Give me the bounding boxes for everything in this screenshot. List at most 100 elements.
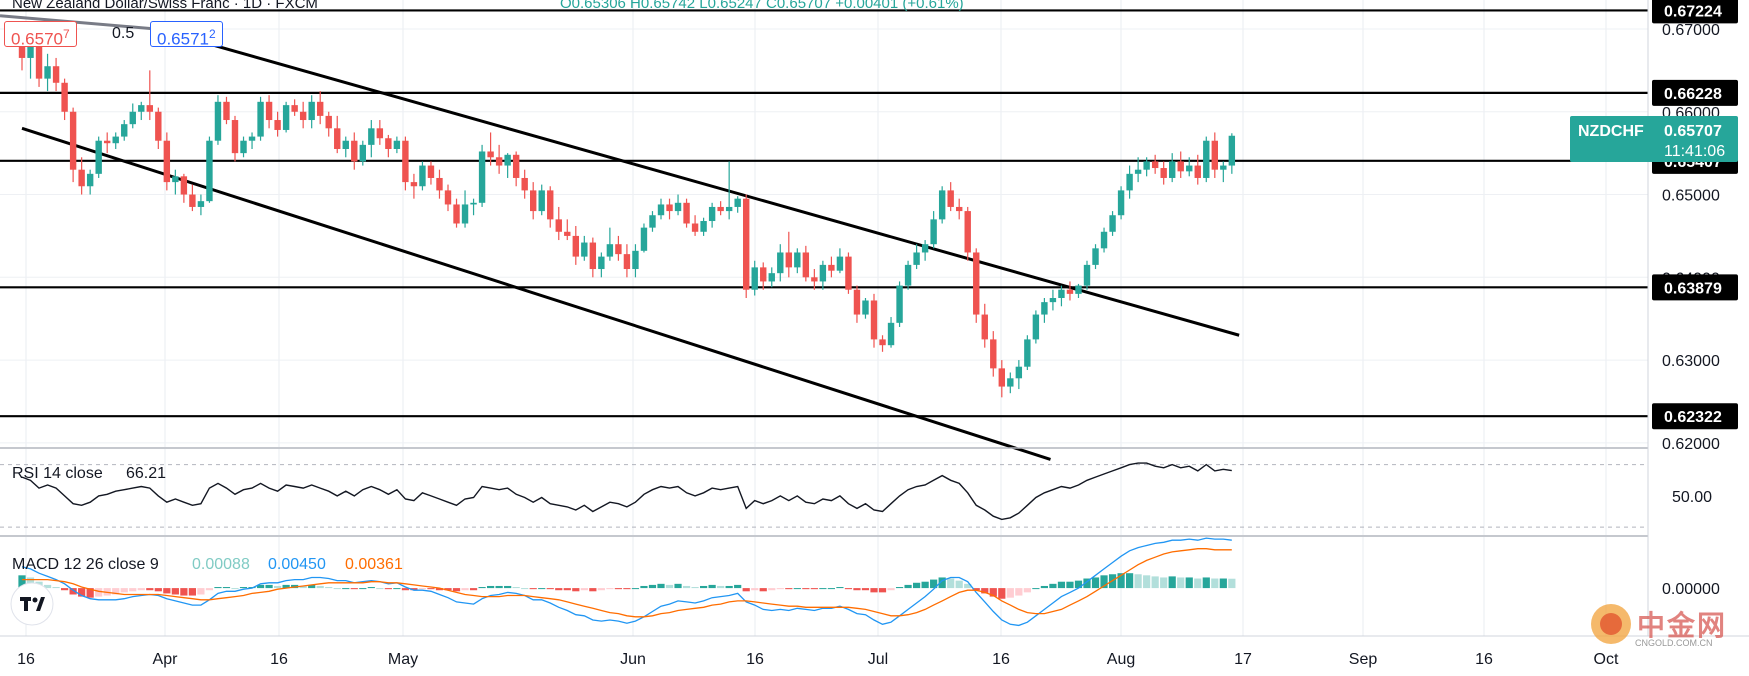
candle-body [206, 140, 213, 202]
candle [61, 78, 68, 121]
candle-body [743, 198, 750, 290]
candle-body [112, 136, 119, 144]
buy-price-button[interactable]: 0.65712 [150, 21, 223, 49]
candle [743, 194, 750, 298]
candle-body [598, 256, 605, 270]
candle-body [1220, 165, 1227, 170]
candle [547, 186, 554, 228]
candle-body [811, 277, 818, 282]
macd-hist-bar [401, 588, 409, 591]
candle-body [512, 154, 520, 178]
candle [427, 161, 435, 185]
macd-hist-bar [700, 585, 708, 589]
candle [248, 132, 256, 149]
candle-body [52, 66, 60, 83]
candle [129, 103, 136, 129]
macd-hist-bar [819, 588, 827, 590]
chart-title: New Zealand Dollar/Swiss Franc · 1D · FX… [12, 0, 318, 12]
candle [1228, 133, 1236, 174]
candle [589, 237, 597, 278]
candle-body [44, 66, 51, 79]
candle-body [257, 101, 264, 137]
symbol-tag: NZDCHF [1578, 123, 1644, 140]
candle-body [725, 206, 733, 212]
candle [725, 161, 733, 220]
candle-body [393, 140, 401, 149]
candle-body [299, 111, 307, 121]
candle [385, 134, 392, 158]
candle-body [896, 285, 903, 323]
candle [1083, 260, 1091, 290]
candle-body [470, 202, 477, 205]
candle [1066, 281, 1074, 301]
macd-hist-bar [785, 588, 793, 590]
candle [461, 190, 469, 228]
macd-hist-bar [563, 588, 571, 591]
macd-hist-bar [69, 588, 77, 595]
macd-hist-bar [691, 587, 699, 589]
macd-hist-bar [913, 582, 921, 589]
candle [1058, 285, 1065, 307]
candle-body [760, 267, 767, 282]
candle [197, 194, 205, 216]
candle [1220, 161, 1227, 183]
candle [317, 91, 324, 125]
time-tick-label: 16 [1475, 651, 1493, 668]
candle-body [1066, 289, 1074, 294]
candle [819, 260, 827, 290]
candle-body [904, 264, 912, 286]
macd-hist-bar [43, 584, 52, 589]
time-tick-label: Jul [868, 651, 888, 668]
macd-hist-bar [163, 588, 171, 594]
time-axis[interactable]: 16 Apr 16 May Jun 16 Jul 16 Aug 17 Sep 16 Oct [17, 651, 1619, 668]
time-tick-label: Apr [153, 651, 179, 668]
macd-hist-bar [521, 588, 529, 590]
candle [299, 101, 307, 129]
candle-body [538, 190, 545, 212]
candle-body [78, 169, 85, 187]
macd-hist-bar [52, 587, 60, 589]
candle-body [717, 206, 724, 212]
spread-value: 0.5 [112, 25, 135, 42]
candle-body [163, 140, 171, 183]
candle-body [1134, 169, 1142, 174]
candle [836, 248, 844, 274]
macd-hist-bar [129, 588, 137, 592]
macd-hist-bar [512, 587, 520, 589]
candle [265, 95, 273, 129]
candle-body [879, 339, 886, 346]
time-tick-label: 16 [17, 651, 35, 668]
time-tick-label: Sep [1349, 651, 1378, 668]
level-price-tag [1652, 274, 1738, 301]
candle [376, 120, 384, 145]
candle [853, 285, 861, 323]
candle [240, 136, 247, 158]
macd-hist-bar [614, 588, 622, 590]
candle [1169, 153, 1176, 183]
candle [206, 136, 213, 203]
candle-body [231, 120, 239, 154]
macd-hist-bar [572, 588, 580, 592]
level-price-tag [1652, 403, 1738, 430]
candle [1177, 151, 1184, 178]
macd-hist-bar [120, 588, 128, 593]
sell-price-button[interactable]: 0.65707 [4, 21, 77, 49]
candle [1126, 165, 1133, 199]
macd-hist-bar [86, 588, 94, 598]
price-axis[interactable]: 0.670000.660000.650000.640000.630000.620… [1570, 0, 1738, 598]
candle-body [453, 204, 460, 224]
candles [18, 31, 1236, 398]
candle-body [376, 128, 384, 139]
candle-body [419, 165, 426, 187]
price-tick-label: 0.63000 [1662, 353, 1720, 370]
candle [189, 184, 196, 212]
macd-hist-bar [342, 588, 350, 590]
macd-signal-value: 0.00361 [345, 556, 403, 573]
candle-body [436, 177, 443, 191]
candle-body [1024, 339, 1031, 367]
candle-body [27, 41, 34, 58]
macd-hist-bar [1228, 578, 1236, 589]
candle-body [555, 219, 562, 232]
tradingview-logo[interactable] [10, 582, 54, 626]
